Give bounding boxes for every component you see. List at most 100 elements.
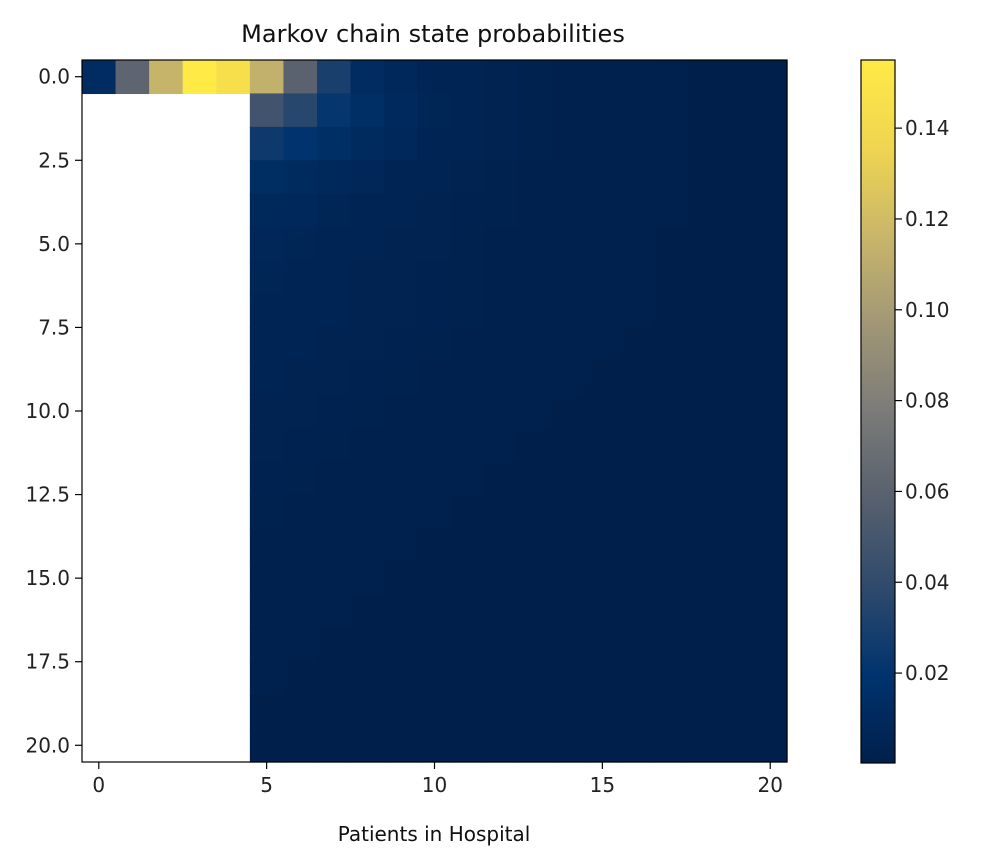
heatmap-cell xyxy=(484,294,520,329)
heatmap-cell xyxy=(719,327,755,362)
heatmap-cell xyxy=(451,394,486,429)
heatmap-cell xyxy=(484,695,520,730)
heatmap-cell xyxy=(417,93,452,128)
heatmap-cell xyxy=(652,260,687,295)
x-tick-label: 10 xyxy=(422,773,447,797)
heatmap-cell xyxy=(619,193,654,228)
heatmap-cell xyxy=(619,394,654,429)
colorbar-axis: 0.02 0.04 0.06 0.08 0.10 0.12 0.14 xyxy=(895,116,950,685)
heatmap-cell xyxy=(417,427,452,462)
heatmap-cell xyxy=(283,561,318,596)
heatmap-cell xyxy=(249,628,285,663)
heatmap-cell xyxy=(249,461,285,496)
heatmap-cell xyxy=(585,126,620,161)
heatmap-cell xyxy=(216,60,251,95)
heatmap-cell xyxy=(753,260,788,295)
heatmap-cell xyxy=(585,695,620,730)
heatmap-cell xyxy=(619,126,654,161)
heatmap-cell xyxy=(484,494,520,529)
heatmap-cell xyxy=(652,461,687,496)
heatmap-cell xyxy=(283,494,318,529)
heatmap-cell xyxy=(249,360,285,395)
heatmap-cell xyxy=(350,728,385,763)
heatmap-cell xyxy=(249,661,285,696)
heatmap-cell xyxy=(451,60,486,95)
heatmap-cell xyxy=(552,427,587,462)
heatmap-cell xyxy=(518,260,553,295)
heatmap-cell xyxy=(686,193,721,228)
heatmap-cell xyxy=(283,60,318,95)
heatmap-cell xyxy=(350,227,385,262)
heatmap-cell xyxy=(518,60,553,95)
heatmap-cell xyxy=(552,93,587,128)
heatmap-cell xyxy=(619,594,654,629)
y-tick-label: 0.0 xyxy=(38,65,70,89)
heatmap-cell xyxy=(619,561,654,596)
heatmap-cell xyxy=(686,93,721,128)
heatmap-cell xyxy=(719,528,755,563)
heatmap-cell xyxy=(249,327,285,362)
heatmap-cell xyxy=(518,427,553,462)
heatmap-cell xyxy=(384,528,419,563)
heatmap-cell xyxy=(753,628,788,663)
heatmap-cell xyxy=(585,427,620,462)
heatmap-cell xyxy=(451,360,486,395)
y-tick-label: 7.5 xyxy=(38,315,70,339)
heatmap-cell xyxy=(619,260,654,295)
heatmap-cell xyxy=(484,193,520,228)
heatmap-cell xyxy=(417,126,452,161)
heatmap-cell xyxy=(753,594,788,629)
heatmap-cell xyxy=(249,561,285,596)
heatmap-cell xyxy=(384,93,419,128)
heatmap-cell xyxy=(249,427,285,462)
heatmap-cell xyxy=(283,427,318,462)
heatmap-cell xyxy=(350,294,385,329)
heatmap-cell xyxy=(350,661,385,696)
heatmap-cell xyxy=(249,695,285,730)
heatmap-cell xyxy=(753,461,788,496)
heatmap-cell xyxy=(317,60,352,95)
heatmap-cell xyxy=(652,160,687,195)
heatmap-cell xyxy=(317,93,352,128)
heatmap-cell xyxy=(518,193,553,228)
heatmap-cell xyxy=(451,661,486,696)
heatmap-cell xyxy=(283,461,318,496)
heatmap-cell xyxy=(417,294,452,329)
heatmap-cell xyxy=(518,126,553,161)
heatmap-cell xyxy=(719,628,755,663)
heatmap-cell xyxy=(619,160,654,195)
heatmap-cell xyxy=(719,93,755,128)
chart-title: Markov chain state probabilities xyxy=(241,20,625,48)
heatmap-cell xyxy=(552,628,587,663)
heatmap-cell xyxy=(652,93,687,128)
heatmap-cell xyxy=(249,60,285,95)
heatmap-cell xyxy=(753,227,788,262)
heatmap-cell xyxy=(686,695,721,730)
heatmap-cell xyxy=(719,294,755,329)
heatmap-cell xyxy=(417,528,452,563)
heatmap-cell xyxy=(350,193,385,228)
colorbar-tick-label: 0.12 xyxy=(905,207,950,231)
heatmap-cell xyxy=(652,728,687,763)
heatmap-cell xyxy=(350,327,385,362)
heatmap-cell xyxy=(417,227,452,262)
heatmap-cell xyxy=(518,394,553,429)
heatmap-cell xyxy=(350,394,385,429)
heatmap-cell xyxy=(317,661,352,696)
heatmap-cell xyxy=(283,628,318,663)
heatmap-cell xyxy=(384,227,419,262)
heatmap-cell xyxy=(451,427,486,462)
heatmap-cell xyxy=(686,528,721,563)
heatmap-cell xyxy=(585,93,620,128)
colorbar-tick-label: 0.14 xyxy=(905,116,950,140)
heatmap-cell xyxy=(753,160,788,195)
heatmap-cell xyxy=(552,260,587,295)
heatmap-cell xyxy=(619,461,654,496)
heatmap-cell xyxy=(552,360,587,395)
heatmap-cell xyxy=(317,494,352,529)
heatmap-cell xyxy=(384,561,419,596)
heatmap-cell xyxy=(652,494,687,529)
heatmap-cell xyxy=(283,327,318,362)
heatmap-cell xyxy=(686,494,721,529)
heatmap-cell xyxy=(417,728,452,763)
